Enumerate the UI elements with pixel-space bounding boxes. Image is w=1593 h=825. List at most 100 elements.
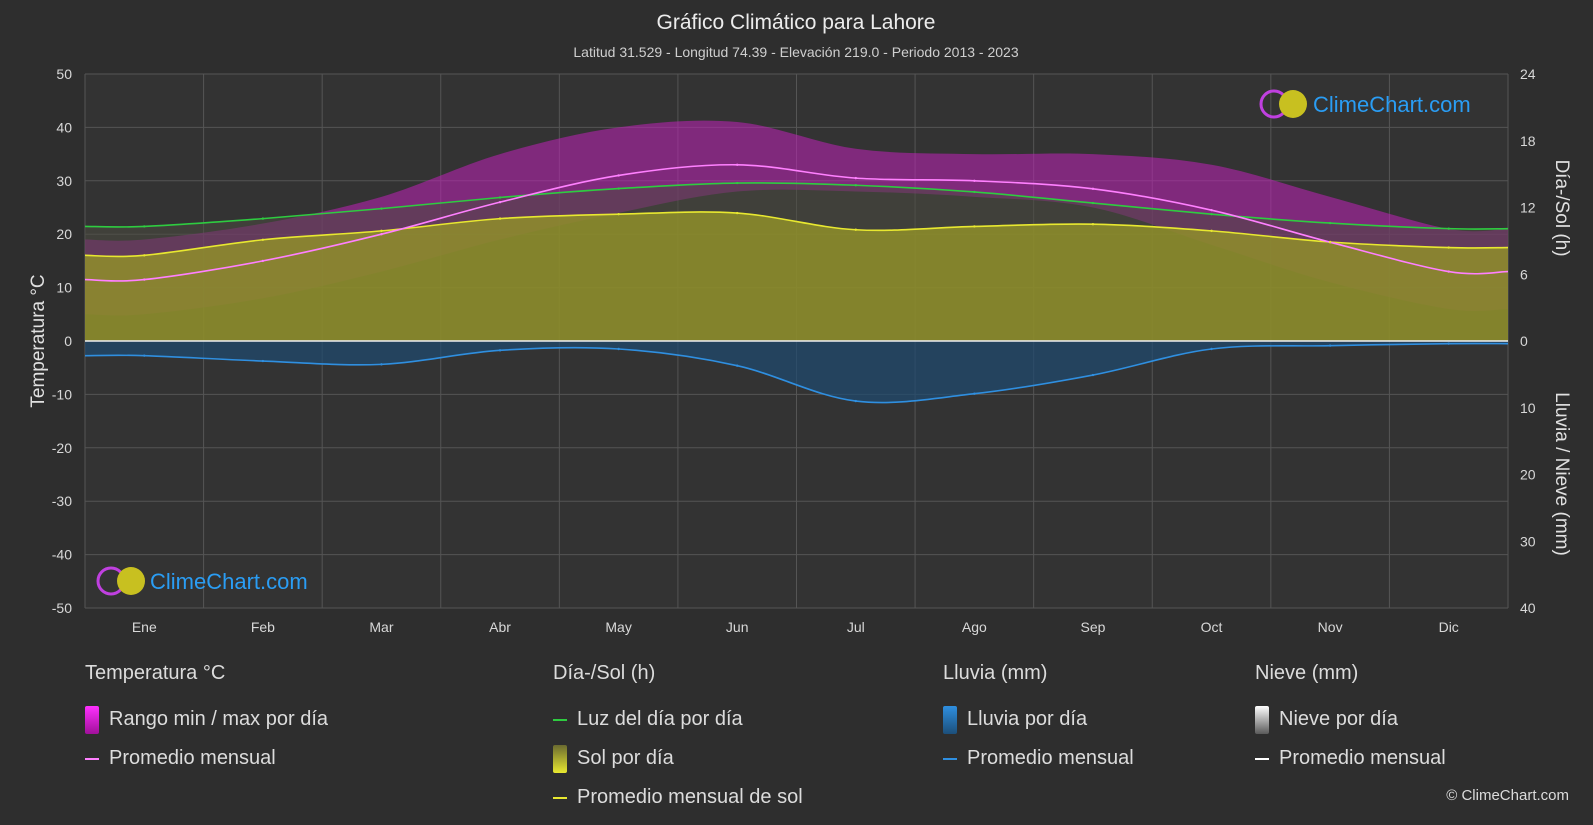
legend-label: Nieve por día [1279, 708, 1398, 730]
logo-bottom-left: ClimeChart.com [96, 566, 308, 596]
daylight-point [736, 181, 739, 185]
logo-sun-icon [117, 567, 145, 595]
series-lines [84, 163, 1509, 404]
rain-avg-swatch [943, 757, 957, 760]
sun-avg-point [1447, 246, 1450, 249]
y-left-tick-label: -50 [52, 600, 72, 616]
sunshine-avg-line [84, 211, 1509, 258]
y-right-top-tick-label: 18 [1520, 133, 1536, 149]
legend-label: Promedio mensual [1279, 747, 1446, 769]
legend-item-rain-avg: Promedio mensual [943, 739, 1134, 778]
legend-sun: Día-/Sol (h) Luz del día por día Sol por… [553, 662, 803, 817]
daylight-point [1328, 221, 1332, 225]
x-tick-label: May [605, 619, 631, 635]
x-tick-label: Feb [251, 619, 275, 635]
rain-avg-line [84, 342, 1509, 404]
y-right-bottom-tick-label: 10 [1520, 400, 1536, 416]
legend-item-temp-range: Rango min / max por día [85, 700, 328, 739]
y-label-left: Temperatura °C [28, 274, 49, 407]
legend-title-rain: Lluvia (mm) [943, 662, 1048, 684]
y-axis-right-top: 24 18 12 6 0 [1520, 66, 1536, 349]
x-tick-label: Mar [369, 619, 393, 635]
temp-avg-point [1210, 208, 1213, 212]
daylight-point [1091, 201, 1095, 205]
legend-title-snow: Nieve (mm) [1255, 662, 1359, 684]
legend-rain: Lluvia (mm) Lluvia por día Promedio mens… [943, 662, 1134, 778]
sun-avg-point [1328, 240, 1332, 244]
snow-swatch [1255, 705, 1269, 734]
y-axis-left: 50 40 30 20 10 0 -10 -20 -30 -40 -50 [52, 66, 72, 616]
legend-title-temperature: Temperatura °C [85, 662, 226, 684]
plot-area [84, 73, 1509, 609]
sun-avg-point [1210, 229, 1213, 233]
temp-avg-point [1447, 270, 1450, 273]
logo-top-right: ClimeChart.com [1259, 89, 1471, 119]
daylight-point [617, 187, 620, 190]
daylight-point [1447, 227, 1450, 230]
sun-avg-point [617, 212, 620, 216]
legend-label: Rango min / max por día [109, 708, 328, 730]
legend-title-sun: Día-/Sol (h) [553, 662, 656, 684]
temp-avg-point [736, 163, 739, 166]
y-left-tick-label: 0 [64, 333, 72, 349]
y-left-tick-label: -10 [52, 386, 72, 402]
rain-avg-point [973, 392, 976, 395]
temp-avg-point [1091, 187, 1095, 191]
y-axis-right-bottom: 10 20 30 40 [1520, 400, 1536, 616]
x-tick-label: Jul [847, 619, 865, 635]
y-left-tick-label: -40 [52, 547, 72, 563]
logo-text-bottom: ClimeChart.com [150, 569, 308, 594]
daylight-point [1210, 212, 1213, 216]
y-left-tick-label: 10 [56, 280, 72, 296]
legend-label: Luz del día por día [577, 708, 743, 730]
x-tick-label: Abr [489, 619, 511, 635]
daylight-line [84, 182, 1509, 230]
y-right-top-tick-label: 6 [1520, 266, 1528, 282]
temp-range-band [85, 120, 1508, 316]
temp-avg-point [854, 176, 857, 180]
y-left-tick-label: 30 [56, 173, 72, 189]
snow-avg-swatch [1255, 757, 1269, 760]
legend-item-sunshine: Sol por día [553, 739, 803, 778]
temp-avg-point [617, 174, 620, 177]
rain-avg-point [854, 399, 857, 403]
y-label-right-top: Día-/Sol (h) [1551, 159, 1572, 256]
daylight-point [143, 225, 146, 228]
sun-avg-point [261, 238, 265, 241]
y-right-top-tick-label: 0 [1520, 333, 1528, 349]
logo-sun-icon [1279, 90, 1307, 118]
rain-area-fill [85, 341, 1508, 403]
sun-avg-point [143, 254, 146, 257]
rain-avg-point [617, 347, 620, 351]
legend-snow: Nieve (mm) Nieve por día Promedio mensua… [1255, 662, 1446, 778]
sun-avg-point [1091, 222, 1095, 226]
sun-avg-point [854, 228, 857, 231]
sunshine-area-fill [85, 211, 1508, 341]
sun-avg-point [973, 225, 976, 228]
daylight-point [498, 196, 502, 199]
temperature-range-band [85, 120, 1508, 316]
sun-avg-point [498, 217, 502, 220]
y-label-right-bottom: Lluvia / Nieve (mm) [1551, 392, 1572, 556]
temp-avg-point [380, 233, 383, 236]
x-tick-label: Ago [962, 619, 987, 635]
sun-avg-swatch [553, 796, 567, 799]
legend-item-daylight: Luz del día por día [553, 700, 803, 739]
rain-avg-point [1447, 342, 1450, 345]
rain-avg-point [1328, 344, 1332, 347]
temp-avg-point [143, 278, 146, 281]
chart-subtitle: Latitud 31.529 - Longitud 74.39 - Elevac… [573, 44, 1018, 60]
legend-item-snow-daily: Nieve por día [1255, 700, 1446, 739]
rain-avg-point [1210, 347, 1213, 351]
y-right-bottom-tick-label: 30 [1520, 533, 1536, 549]
temp-range-swatch [85, 705, 99, 734]
rain-avg-point [1091, 373, 1095, 377]
chart-title: Gráfico Climático para Lahore [657, 11, 936, 34]
legend-label: Sol por día [577, 747, 674, 769]
y-left-tick-label: -20 [52, 440, 72, 456]
rain-avg-point [498, 349, 502, 352]
y-left-tick-label: 40 [56, 119, 72, 135]
y-right-top-tick-label: 12 [1520, 200, 1536, 216]
y-right-bottom-tick-label: 20 [1520, 467, 1536, 483]
